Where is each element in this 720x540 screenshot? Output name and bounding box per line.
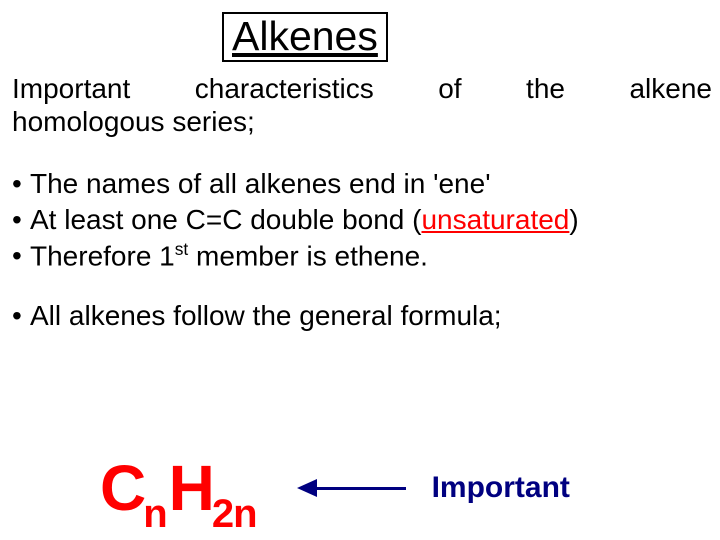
arrow-line-icon: [316, 487, 406, 490]
intro-line-2: homologous series;: [12, 106, 255, 137]
bullet-3-sup: st: [175, 239, 189, 259]
formula-sub-n: n: [143, 494, 166, 534]
formula-sub-2n: 2n: [212, 494, 257, 534]
bullet-4: •All alkenes follow the general formula;: [12, 300, 710, 332]
arrow-head-icon: [297, 479, 317, 497]
bullet-3: •Therefore 1st member is ethene.: [12, 238, 710, 274]
bullet-1-text: The names of all alkenes end in 'ene': [30, 168, 491, 199]
bullet-dot-icon: •: [12, 202, 30, 238]
bullet-4-text: All alkenes follow the general formula;: [30, 300, 502, 331]
bullet-3-pre: Therefore 1: [30, 240, 175, 271]
bullet-dot-icon: •: [12, 166, 30, 202]
bullet-3-post: member is ethene.: [188, 240, 428, 271]
arrow-left-icon: [297, 479, 406, 497]
formula-row: C n H 2n Important: [100, 456, 570, 520]
slide: Alkenes Important characteristics of the…: [0, 0, 720, 540]
formula-h: H: [169, 456, 214, 520]
formula-c: C: [100, 456, 145, 520]
page-title: Alkenes: [232, 13, 378, 59]
bullet-2-pre: At least one C=C double bond (: [30, 204, 421, 235]
general-formula: C n H 2n: [100, 456, 259, 520]
bullet-list-1: •The names of all alkenes end in 'ene' •…: [12, 166, 710, 274]
bullet-dot-icon: •: [12, 300, 30, 332]
bullet-2-post: ): [569, 204, 578, 235]
important-label: Important: [432, 471, 570, 505]
bullet-list-2: •All alkenes follow the general formula;: [12, 300, 710, 332]
bullet-1: •The names of all alkenes end in 'ene': [12, 166, 710, 202]
intro-text: Important characteristics of the alkene …: [12, 72, 712, 138]
title-box: Alkenes: [222, 12, 388, 62]
bullet-dot-icon: •: [12, 238, 30, 274]
intro-line-1: Important characteristics of the alkene: [12, 72, 712, 105]
bullet-2-highlight: unsaturated: [421, 204, 569, 235]
bullet-2: •At least one C=C double bond (unsaturat…: [12, 202, 710, 238]
